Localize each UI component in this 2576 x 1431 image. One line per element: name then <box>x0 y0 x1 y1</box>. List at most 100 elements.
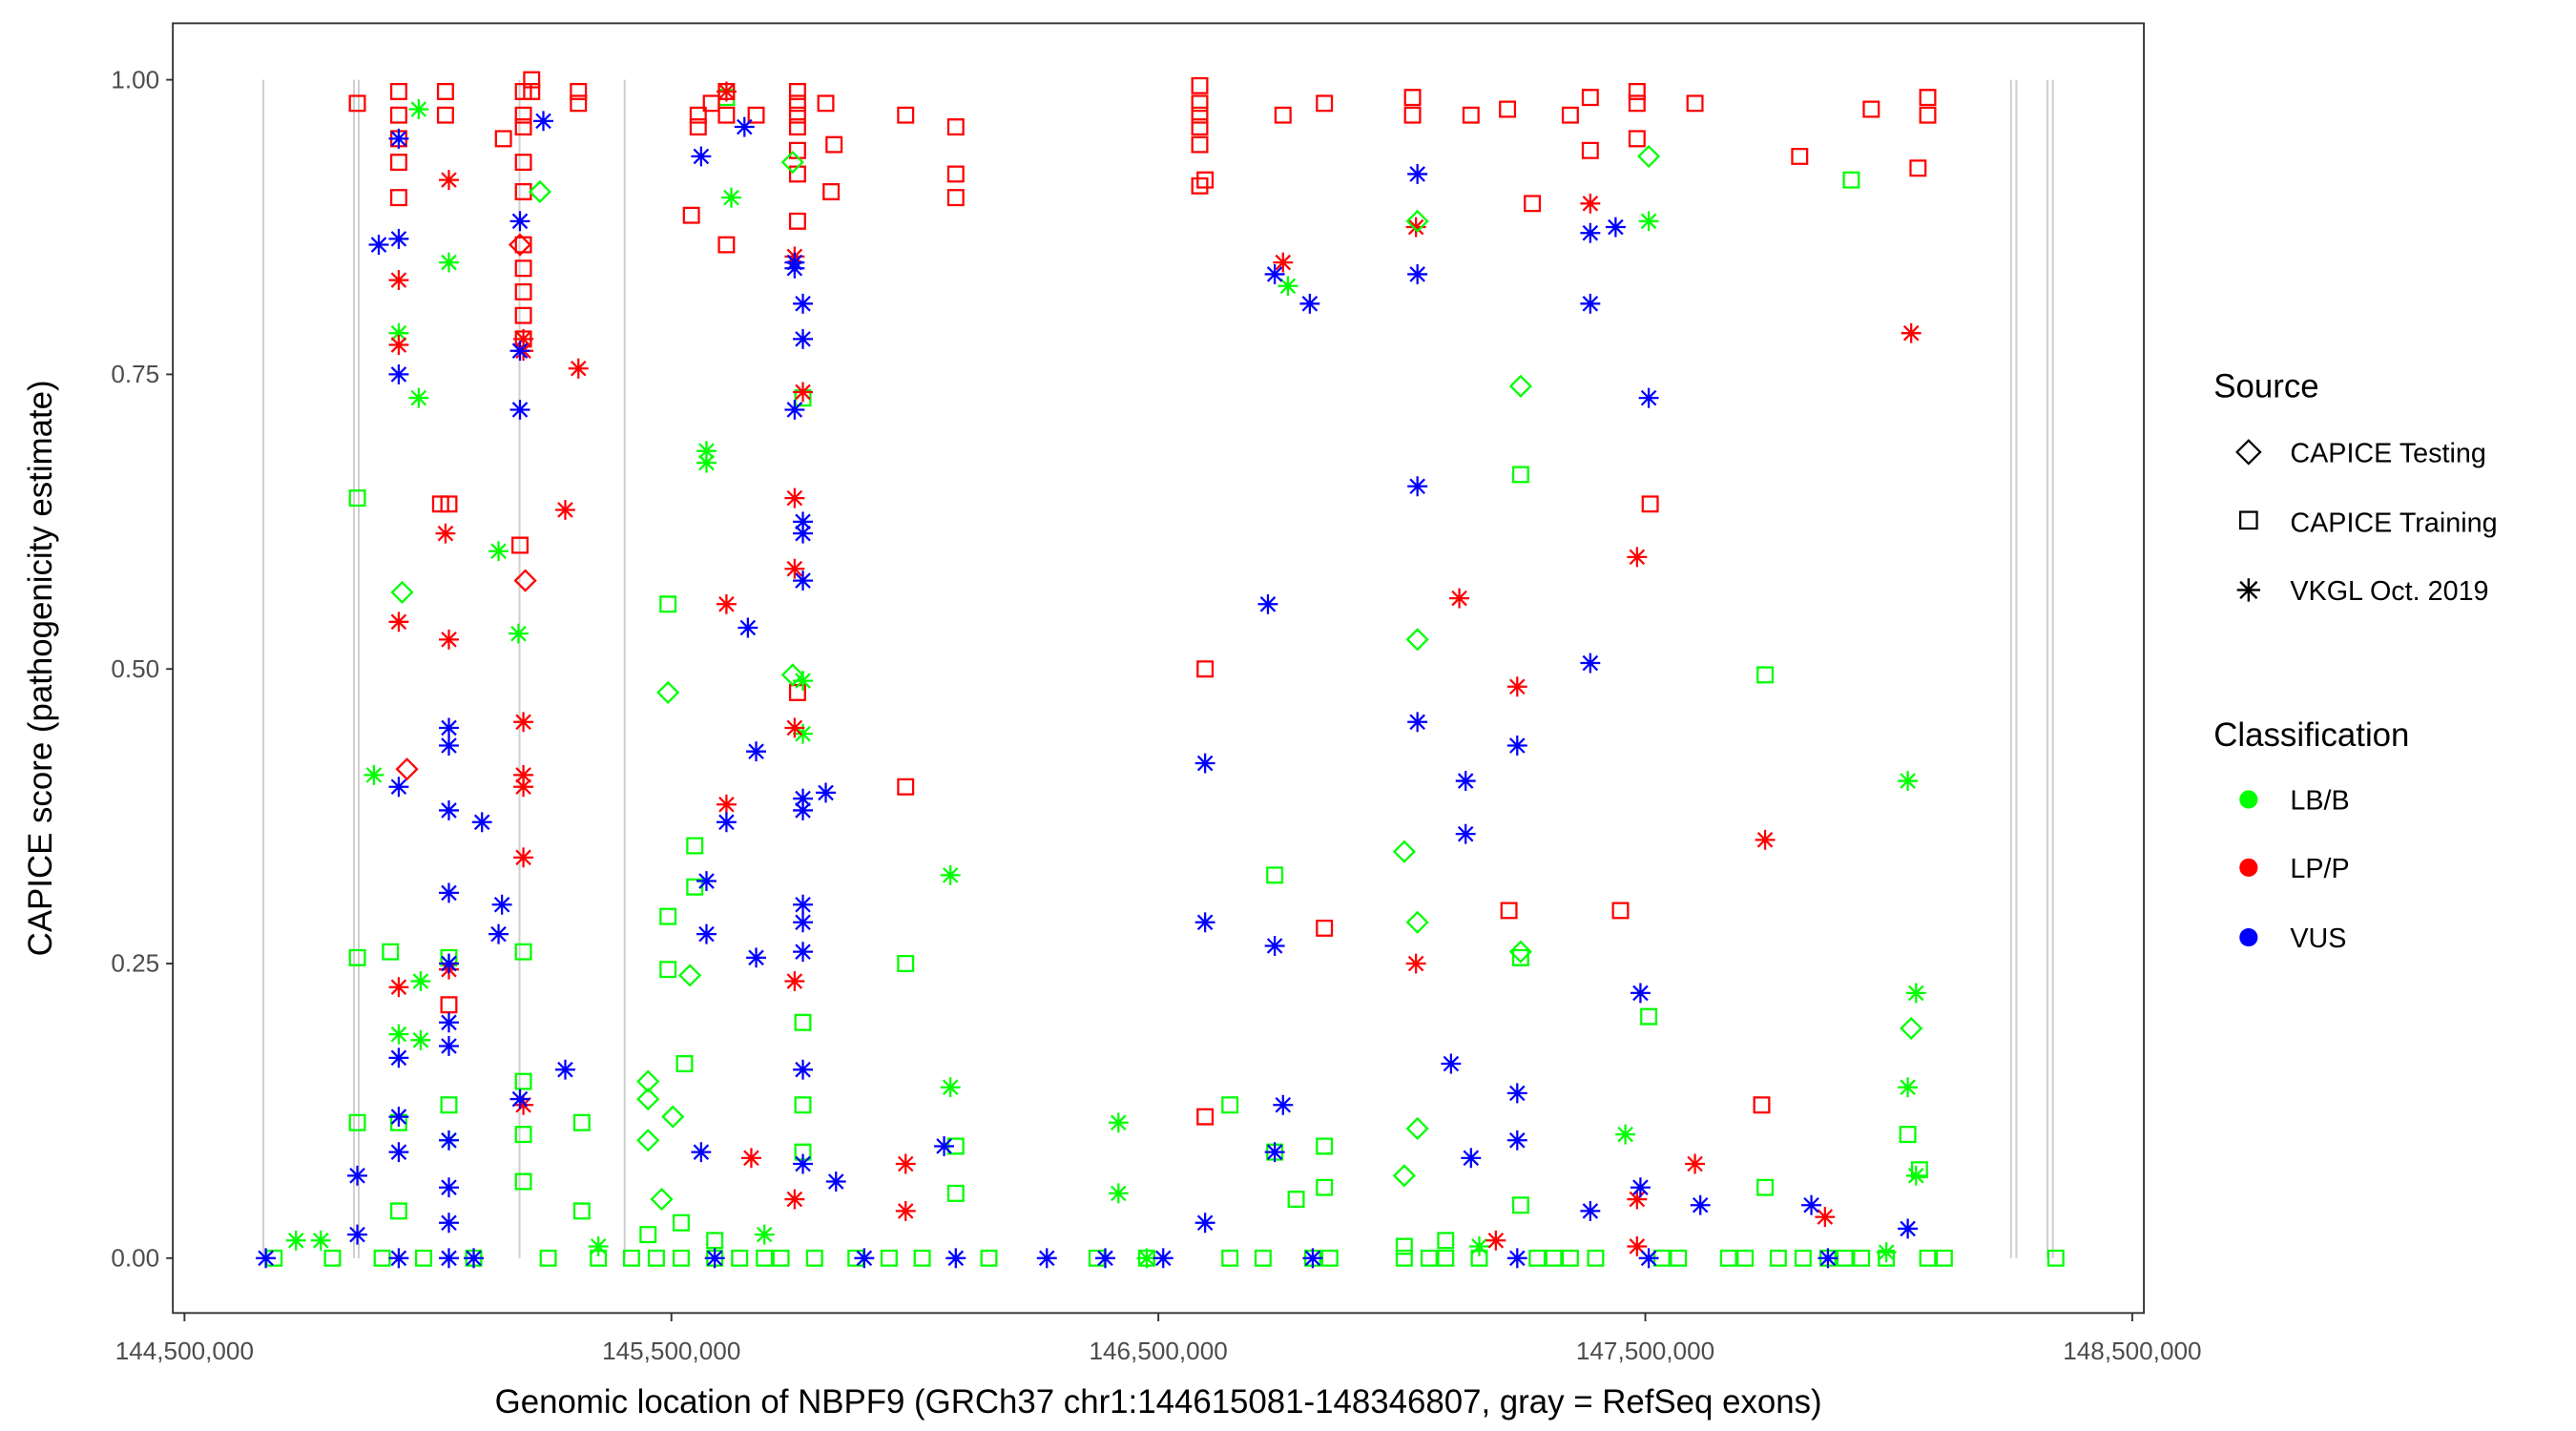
data-point-vkgl-vus <box>388 1107 409 1128</box>
data-point-vkgl-vus <box>1638 1248 1659 1269</box>
y-axis: 0.00 0.25 0.50 0.75 1.00 <box>111 65 174 1273</box>
data-point-vkgl-vus <box>746 741 767 762</box>
data-point-training-lpp <box>1500 902 1518 920</box>
data-point-training-lpp <box>514 154 532 172</box>
data-point-training-lpp <box>788 118 806 136</box>
data-point-testing-lbb <box>656 680 680 704</box>
data-point-training-lpp <box>689 118 707 136</box>
data-point-vkgl-vus <box>737 617 758 638</box>
data-point-training-lbb <box>706 1232 724 1250</box>
data-point-testing-lbb <box>636 1129 660 1152</box>
data-point-training-lpp <box>946 118 965 136</box>
data-point-vkgl-vus <box>746 947 767 968</box>
data-point-vkgl-vus <box>439 1177 459 1198</box>
data-point-vkgl-vus <box>509 211 530 232</box>
data-point-training-lbb <box>514 1126 532 1144</box>
data-point-training-lpp <box>1196 1108 1215 1126</box>
data-point-training-lbb <box>1511 948 1529 966</box>
data-point-training-lbb <box>373 1249 391 1267</box>
data-point-training-lbb <box>1919 1249 1937 1267</box>
data-point-vkgl-lpp <box>1273 252 1294 273</box>
data-point-training-lbb <box>1769 1249 1787 1267</box>
data-point-training-lbb <box>880 1249 898 1267</box>
data-point-training-lpp <box>822 182 841 200</box>
data-point-vkgl-vus <box>793 942 813 963</box>
data-point-vkgl-lbb <box>1638 211 1659 232</box>
data-point-training-lpp <box>1862 100 1880 118</box>
data-point-training-lbb <box>1470 1249 1488 1267</box>
data-point-training-lbb <box>672 1249 690 1267</box>
data-point-training-lpp <box>1403 89 1422 107</box>
data-point-vkgl-lbb <box>696 452 717 473</box>
data-point-vkgl-vus <box>793 912 813 933</box>
data-point-training-lbb <box>1316 1137 1334 1155</box>
data-point-vkgl-vus <box>1630 1177 1651 1198</box>
data-point-vkgl-vus <box>1630 983 1651 1004</box>
data-point-vkgl-vus <box>388 228 409 249</box>
legend-label-vkgl: VKGL Oct. 2019 <box>2290 576 2488 607</box>
data-point-testing-lbb <box>678 964 702 987</box>
data-point-training-lbb <box>514 1072 532 1090</box>
data-point-vkgl-lpp <box>793 382 813 403</box>
data-point-vkgl-vus <box>439 1213 459 1234</box>
data-point-vkgl-lpp <box>1405 953 1426 974</box>
data-point-training-lbb <box>1221 1249 1239 1267</box>
data-point-vkgl-lbb <box>410 971 431 991</box>
data-point-vkgl-vus <box>1461 1148 1482 1169</box>
data-point-training-lbb <box>1842 171 1860 189</box>
data-point-training-lpp <box>389 189 407 207</box>
data-point-vkgl-lbb <box>1898 771 1919 792</box>
data-point-vkgl-vus <box>509 341 530 362</box>
data-point-vkgl-vus <box>1580 653 1601 674</box>
legend-label-lbb: LB/B <box>2290 785 2349 816</box>
x-tick-label: 147,500,000 <box>1576 1337 1714 1365</box>
red-dot-icon <box>2239 858 2258 877</box>
data-point-training-lbb <box>2046 1249 2065 1267</box>
data-point-vkgl-lpp <box>513 1094 534 1115</box>
data-point-training-lbb <box>440 1096 458 1114</box>
data-point-testing-lbb <box>1405 209 1429 233</box>
data-point-vkgl-lbb <box>388 1024 409 1045</box>
data-point-vkgl-lbb <box>1905 1165 1926 1186</box>
data-point-vkgl-lpp <box>1901 322 1922 343</box>
data-point-vkgl-vus <box>691 1142 712 1163</box>
data-point-training-lpp <box>436 106 454 124</box>
data-point-training-lbb <box>1137 1249 1155 1267</box>
data-point-training-lbb <box>348 1113 366 1131</box>
data-point-training-lbb <box>572 1202 591 1220</box>
data-point-training-lbb <box>946 1184 965 1202</box>
data-point-training-lbb <box>946 1137 965 1155</box>
data-point-vkgl-vus <box>388 363 409 384</box>
data-point-training-lbb <box>1836 1249 1854 1267</box>
data-point-vkgl-vus <box>1273 1094 1294 1115</box>
data-point-vkgl-vus <box>934 1136 955 1156</box>
data-point-vkgl-lpp <box>1449 588 1469 609</box>
data-point-vkgl-lpp <box>513 777 534 798</box>
data-point-vkgl-vus <box>533 111 553 132</box>
data-point-training-lpp <box>1641 495 1659 513</box>
data-point-vkgl-lpp <box>513 712 534 733</box>
data-point-training-lpp <box>1611 902 1630 920</box>
data-point-testing-lbb <box>780 663 804 687</box>
data-point-training-lpp <box>1316 919 1334 937</box>
data-point-training-lbb <box>659 907 677 925</box>
data-point-vkgl-lpp <box>1405 217 1426 238</box>
data-point-vkgl-vus <box>1264 263 1285 284</box>
data-point-vkgl-lbb <box>285 1230 306 1251</box>
data-point-training-lbb <box>1670 1249 1688 1267</box>
data-point-vkgl-lpp <box>388 977 409 998</box>
data-point-training-lbb <box>659 961 677 979</box>
data-point-vkgl-lpp <box>388 335 409 355</box>
data-point-vkgl-vus <box>439 1248 459 1269</box>
data-point-vkgl-lpp <box>784 487 805 508</box>
data-point-vkgl-lpp <box>1627 547 1648 568</box>
data-point-testing-lbb <box>650 1188 674 1212</box>
data-point-training-lbb <box>1254 1249 1272 1267</box>
data-point-vkgl-lpp <box>1755 829 1776 850</box>
data-point-vkgl-vus <box>793 328 813 349</box>
data-point-vkgl-vus <box>509 1089 530 1110</box>
data-point-vkgl-vus <box>1638 387 1659 408</box>
data-point-training-lbb <box>1320 1249 1339 1267</box>
data-point-training-lbb <box>1511 1196 1529 1214</box>
data-point-training-lbb <box>323 1249 342 1267</box>
